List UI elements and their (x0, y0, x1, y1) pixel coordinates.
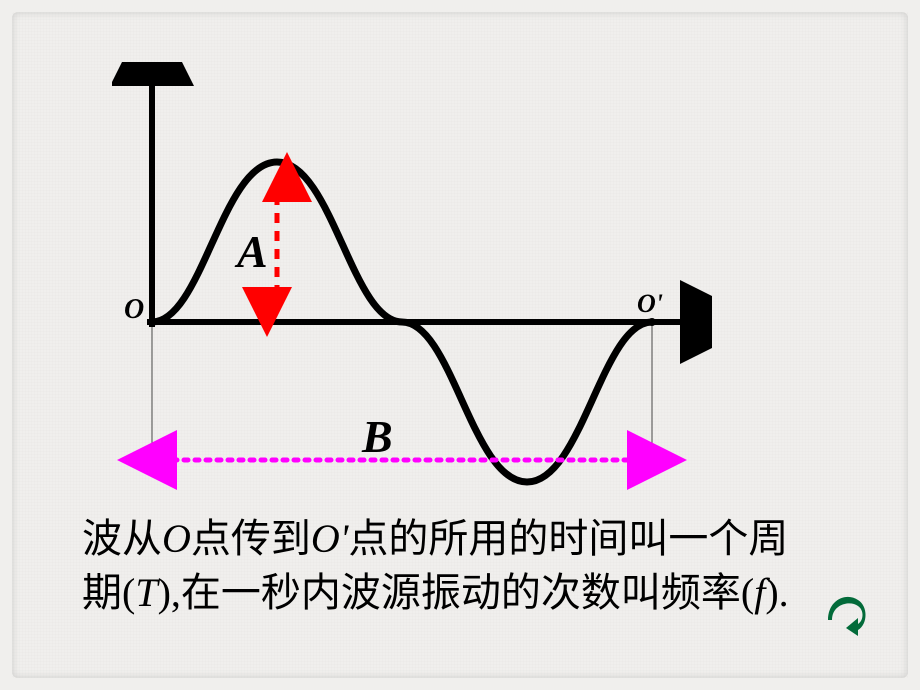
o-prime-label: O' (637, 289, 663, 318)
caption-text: 波从O点传到O'点的所用的时间叫一个周期(T),在一秒内波源振动的次数叫频率(f… (82, 512, 802, 620)
return-button[interactable] (822, 592, 868, 638)
origin-label: O (124, 294, 144, 325)
cap-O: O (162, 516, 191, 561)
return-arrow-icon (822, 592, 868, 638)
wavelength-label: B (361, 411, 393, 462)
wave-diagram: A O O' x A B (112, 62, 712, 492)
cap-2b: ),在一秒内波 (158, 570, 381, 615)
y-axis-label: A (168, 64, 186, 90)
x-axis-label: x (689, 321, 702, 350)
cap-T: T (135, 570, 157, 615)
slide-container: A O O' x A B 波从O点传到O'点的所用的时间叫一个周期(T),在一秒… (12, 12, 908, 678)
chart-svg: A O O' x A B (112, 62, 712, 492)
cap-f: f (754, 570, 765, 615)
cap-1a: 波从 (82, 516, 162, 561)
cap-3a: 源振动的次数叫频率( (381, 570, 754, 615)
o-prime-point (648, 318, 656, 326)
cap-1c: 点的所用的时 (348, 516, 588, 561)
amplitude-label: A (234, 226, 268, 277)
cap-Op: O' (311, 516, 348, 561)
cap-1b: 点传到 (191, 516, 311, 561)
cap-3b: ). (765, 570, 788, 615)
